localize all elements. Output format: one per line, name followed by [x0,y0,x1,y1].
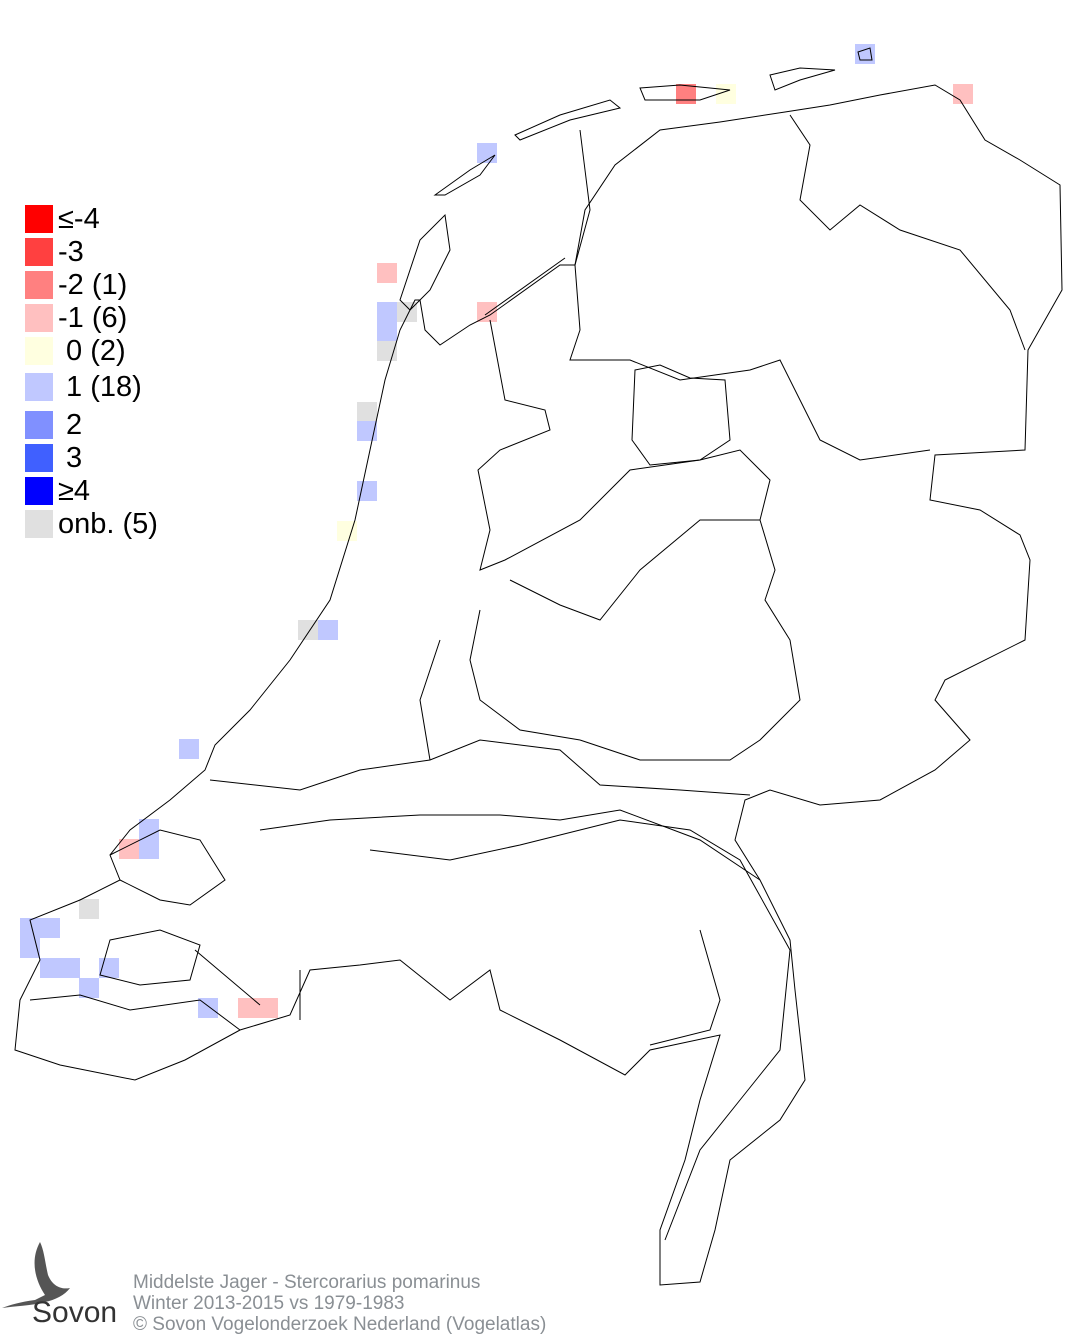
species-title: Middelste Jager - Stercorarius pomarinus [133,1272,481,1293]
grid-cell [139,819,159,839]
grid-cell [676,84,696,104]
sovon-bird-logo [2,1242,70,1308]
legend-swatch [25,337,53,365]
grid-cell [318,620,338,640]
legend-swatch [25,238,53,266]
province-border [789,114,1026,351]
period-subtitle: Winter 2013-2015 vs 1979-1983 [133,1293,405,1314]
island-rottumeroog [857,47,873,61]
grid-cell [179,739,199,759]
flevoland-border [631,364,731,466]
grid-cell [60,958,80,978]
grid-cell [238,998,258,1018]
grid-cell [20,938,40,958]
copyright: © Sovon Vogelonderzoek Nederland (Vogela… [133,1314,547,1335]
grid-cell [377,321,397,341]
legend-swatch [25,373,53,401]
legend-label: ≤-4 [58,203,100,235]
grid-cell [357,421,377,441]
grid-cell [377,302,397,322]
island-vlieland [433,154,496,196]
legend-swatch [25,411,53,439]
ijsselmeer-shore [477,319,771,621]
legend-label: 0 (2) [58,335,126,367]
grid-cell [79,978,99,998]
legend-swatch [25,477,53,505]
legend-swatch [25,510,53,538]
province-border [569,129,931,461]
logo-text: Sovon [32,1296,118,1329]
legend-label: -2 (1) [58,269,128,301]
grid-cell [477,302,497,322]
grid-cell [20,918,40,938]
legend-label: 2 [58,409,83,441]
river-waal [259,809,761,881]
grid-cell [477,143,497,163]
grid-cell [377,263,397,283]
legend-label: -3 [58,236,84,268]
legend-swatch [25,205,53,233]
grid-cell [139,839,159,859]
river-rhine [209,739,751,796]
afsluitdijk [484,257,566,316]
zeeland-islands [29,829,241,1031]
country-outline [14,84,1063,1286]
island-terschelling [514,99,622,141]
grid-cell [198,998,218,1018]
legend-label: -1 (6) [58,302,128,334]
grid-cell [79,899,99,919]
grid-cell [357,402,377,422]
grid-cell [99,958,119,978]
grid-cell [40,958,60,978]
province-border [649,929,721,1046]
legend-label: 1 (18) [58,371,142,403]
grid-cell [953,84,973,104]
map-outline [14,47,1063,1286]
legend-label: onb. (5) [58,508,158,540]
legend-swatch [25,444,53,472]
grid-cell [258,998,278,1018]
legend-swatch [25,304,53,332]
grid-cell [40,918,60,938]
island-texel [399,213,451,311]
province-border [469,609,581,741]
grid-cell [397,302,417,322]
grid-cells [20,44,973,1018]
grid-cell [337,521,357,541]
legend-swatch [25,271,53,299]
legend-label: ≥4 [58,475,91,507]
island-schiermonnikoog [769,67,836,91]
map-caption: Middelste Jager - Stercorarius pomarinus… [133,1272,546,1335]
island-ameland [639,84,731,101]
legend-label: 3 [58,442,83,474]
province-border [419,639,441,761]
river-maas [369,819,791,1241]
grid-cell [119,839,139,859]
province-border [579,519,801,761]
province-border [194,949,301,1020]
